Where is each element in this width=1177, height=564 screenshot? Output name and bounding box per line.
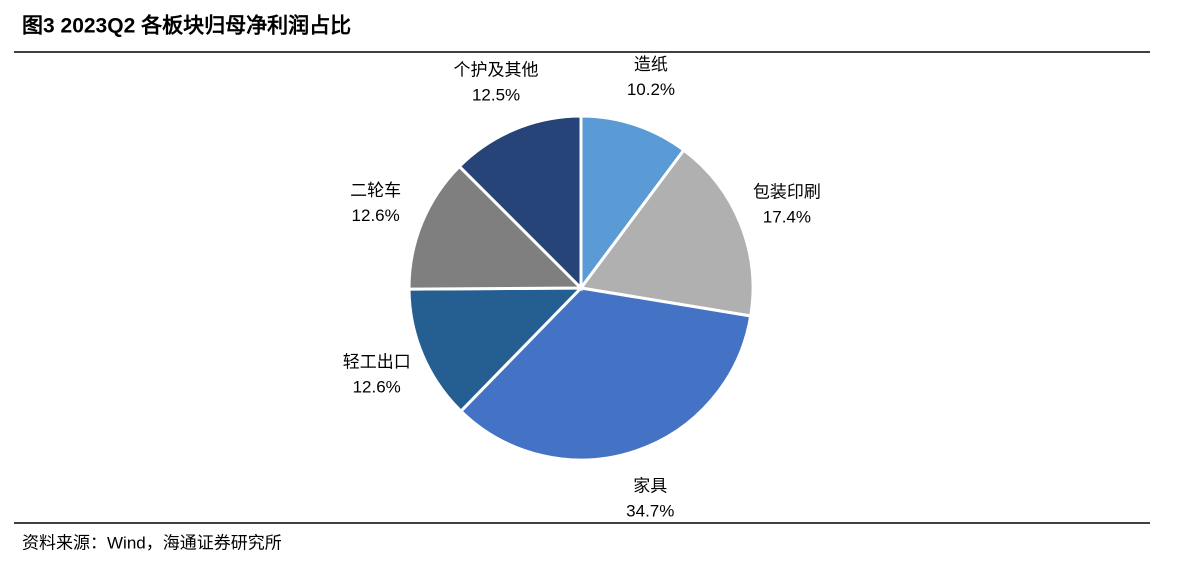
pie-slice xyxy=(407,286,585,414)
value-label: 12.6% xyxy=(352,206,400,225)
slice-label: 家具 xyxy=(633,476,667,495)
value-label: 17.4% xyxy=(763,207,811,226)
pie-slice xyxy=(458,286,753,462)
pie-slice xyxy=(578,148,755,318)
slice-label: 造纸 xyxy=(634,55,668,74)
value-label: 12.6% xyxy=(353,377,401,396)
source-note: 资料来源：Wind，海通证券研究所 xyxy=(22,533,282,552)
value-label: 12.5% xyxy=(472,85,520,104)
pie-slice xyxy=(457,114,583,292)
value-label: 34.7% xyxy=(626,501,674,520)
slice-label: 包装印刷 xyxy=(753,182,821,201)
pie-slice xyxy=(407,164,585,291)
chart-title: 图3 2023Q2 各板块归母净利润占比 xyxy=(22,14,351,38)
slice-label: 轻工出口 xyxy=(343,352,411,371)
value-label: 10.2% xyxy=(627,80,675,99)
slice-label: 二轮车 xyxy=(350,181,401,200)
slice-label: 个护及其他 xyxy=(454,60,539,79)
pie-slice xyxy=(579,114,686,293)
